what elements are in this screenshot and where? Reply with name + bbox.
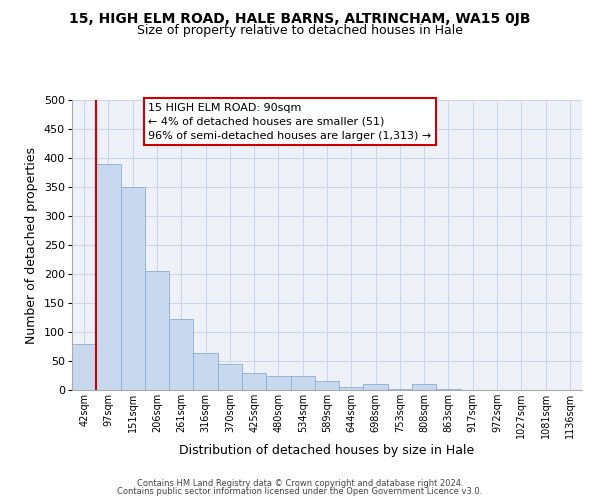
Text: 15 HIGH ELM ROAD: 90sqm
← 4% of detached houses are smaller (51)
96% of semi-det: 15 HIGH ELM ROAD: 90sqm ← 4% of detached… — [149, 103, 432, 141]
Bar — [290, 376, 315, 390]
Bar — [315, 380, 339, 390]
Bar — [96, 164, 121, 390]
Bar — [145, 271, 169, 390]
Bar — [121, 187, 145, 390]
Bar — [218, 364, 242, 390]
Bar — [364, 384, 388, 390]
Bar — [266, 376, 290, 390]
Bar — [339, 387, 364, 390]
Text: Size of property relative to detached houses in Hale: Size of property relative to detached ho… — [137, 24, 463, 37]
Bar — [242, 372, 266, 390]
Bar — [72, 344, 96, 390]
X-axis label: Distribution of detached houses by size in Hale: Distribution of detached houses by size … — [179, 444, 475, 457]
Y-axis label: Number of detached properties: Number of detached properties — [25, 146, 38, 344]
Bar — [169, 318, 193, 390]
Bar — [412, 384, 436, 390]
Text: 15, HIGH ELM ROAD, HALE BARNS, ALTRINCHAM, WA15 0JB: 15, HIGH ELM ROAD, HALE BARNS, ALTRINCHA… — [69, 12, 531, 26]
Text: Contains public sector information licensed under the Open Government Licence v3: Contains public sector information licen… — [118, 487, 482, 496]
Text: Contains HM Land Registry data © Crown copyright and database right 2024.: Contains HM Land Registry data © Crown c… — [137, 478, 463, 488]
Bar — [193, 354, 218, 390]
